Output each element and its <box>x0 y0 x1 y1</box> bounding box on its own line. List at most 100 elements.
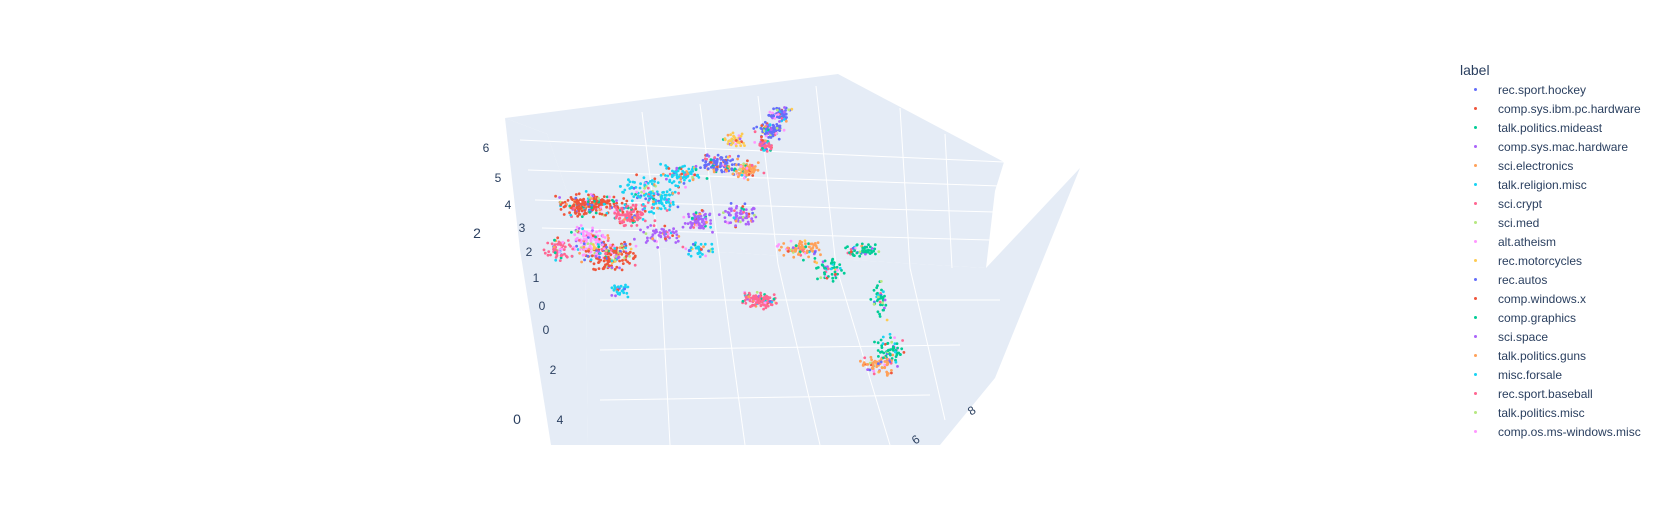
data-point <box>752 207 756 211</box>
data-point <box>589 250 593 254</box>
data-point <box>763 120 767 124</box>
data-point <box>849 250 853 254</box>
data-point <box>768 300 772 303</box>
data-point <box>782 253 786 257</box>
data-point <box>590 206 593 210</box>
legend-item[interactable]: sci.space <box>1455 327 1641 346</box>
legend-item[interactable]: comp.sys.ibm.pc.hardware <box>1455 99 1641 118</box>
data-point <box>652 200 655 204</box>
legend-label: comp.sys.mac.hardware <box>1498 139 1629 154</box>
legend-label: alt.atheism <box>1498 234 1557 249</box>
data-point <box>663 207 667 210</box>
data-point <box>621 259 624 262</box>
data-point <box>553 251 557 255</box>
data-point <box>787 108 791 112</box>
data-point <box>634 244 638 248</box>
legend-item[interactable]: talk.religion.misc <box>1455 175 1641 194</box>
legend-item[interactable]: talk.politics.mideast <box>1455 118 1641 137</box>
legend-item[interactable]: sci.med <box>1455 213 1641 232</box>
data-point <box>689 226 692 230</box>
legend-item[interactable]: comp.windows.x <box>1455 289 1641 308</box>
data-point <box>687 212 690 216</box>
data-point <box>574 238 578 241</box>
data-point <box>704 164 707 168</box>
data-point <box>631 180 635 184</box>
legend-item[interactable]: talk.politics.guns <box>1455 346 1641 365</box>
data-point <box>701 218 704 222</box>
legend-item[interactable]: comp.graphics <box>1455 308 1641 327</box>
data-point <box>598 229 601 233</box>
data-point <box>650 179 654 182</box>
data-point <box>632 257 635 260</box>
data-point <box>747 215 751 218</box>
data-point <box>723 216 727 220</box>
data-point <box>605 205 608 209</box>
data-point <box>725 169 728 173</box>
data-point <box>752 170 755 174</box>
data-point <box>583 209 587 212</box>
data-point <box>694 246 698 250</box>
data-point <box>626 295 630 299</box>
data-point <box>734 219 738 223</box>
data-point <box>743 144 746 148</box>
legend-item[interactable]: rec.autos <box>1455 270 1641 289</box>
legend-item[interactable]: comp.os.ms-windows.misc <box>1455 422 1641 441</box>
data-point <box>576 207 580 211</box>
data-point <box>582 229 586 233</box>
legend-item[interactable]: rec.motorcycles <box>1455 251 1641 270</box>
data-point <box>672 227 675 231</box>
data-point <box>894 360 898 364</box>
data-point <box>662 228 665 232</box>
data-point <box>558 196 561 199</box>
data-point <box>819 276 823 280</box>
data-point <box>713 156 717 159</box>
data-point <box>726 155 730 159</box>
data-point <box>622 250 626 254</box>
data-point <box>586 200 590 204</box>
data-point <box>703 213 706 217</box>
data-point <box>601 243 604 247</box>
legend-item[interactable]: comp.sys.mac.hardware <box>1455 137 1641 156</box>
data-point <box>866 363 870 366</box>
legend-item[interactable]: alt.atheism <box>1455 232 1641 251</box>
legend-item[interactable]: talk.politics.misc <box>1455 403 1641 422</box>
data-point <box>880 346 884 349</box>
data-point <box>633 216 636 219</box>
data-point <box>627 183 630 187</box>
data-point <box>606 199 609 203</box>
data-point <box>589 238 593 242</box>
data-point <box>893 336 896 339</box>
data-point <box>889 348 892 352</box>
data-point <box>636 194 640 198</box>
data-point <box>759 291 762 295</box>
data-point <box>734 144 738 148</box>
data-point <box>853 246 857 250</box>
legend-swatch <box>1460 145 1490 148</box>
data-point <box>603 236 607 239</box>
data-point <box>895 342 899 345</box>
legend-item[interactable]: sci.crypt <box>1455 194 1641 213</box>
data-point <box>742 210 745 214</box>
data-point <box>573 233 577 237</box>
data-point <box>659 207 663 211</box>
legend-item[interactable]: rec.sport.baseball <box>1455 384 1641 403</box>
data-point <box>594 211 598 215</box>
data-point <box>833 270 837 274</box>
legend-item[interactable]: rec.sport.hockey <box>1455 80 1641 99</box>
legend-item[interactable]: sci.electronics <box>1455 156 1641 175</box>
data-point <box>577 192 581 196</box>
data-point <box>768 123 772 127</box>
data-point <box>628 180 632 184</box>
data-point <box>588 244 592 248</box>
data-point <box>625 291 629 295</box>
data-point <box>683 178 686 182</box>
data-point <box>842 271 846 275</box>
x-tick-label: 2 <box>550 363 557 377</box>
data-point <box>597 197 600 200</box>
legend-item[interactable]: misc.forsale <box>1455 365 1641 384</box>
data-point <box>675 236 679 240</box>
data-point <box>649 224 653 227</box>
data-point <box>667 232 670 236</box>
data-point <box>546 241 550 245</box>
